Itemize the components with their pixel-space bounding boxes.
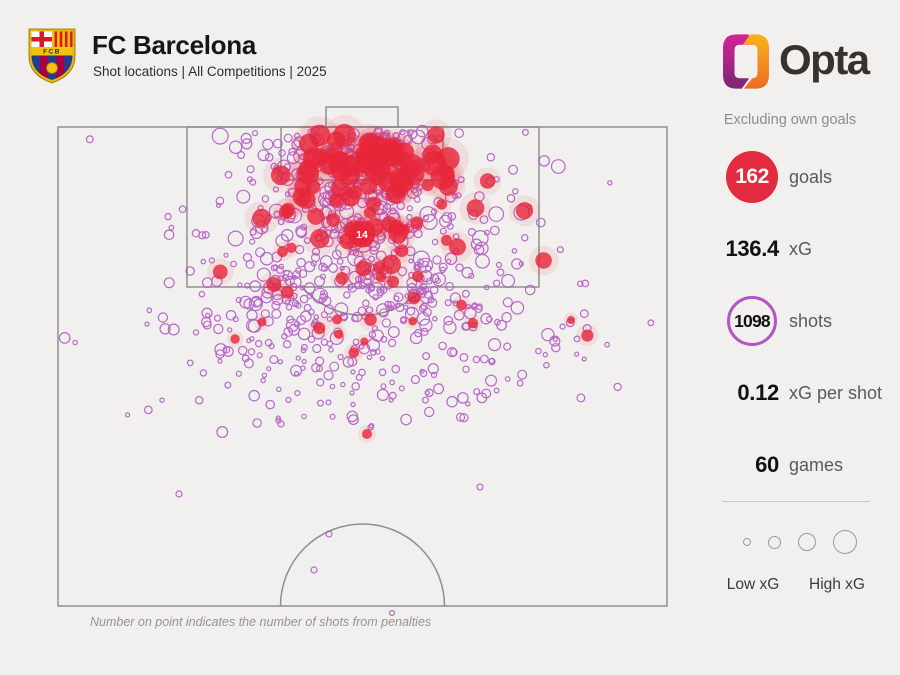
shots-label: shots — [789, 310, 833, 331]
xg-size-legend — [700, 528, 900, 556]
fc-barcelona-crest-logo: FCB — [28, 28, 76, 84]
penalty-count: 14 — [356, 229, 368, 241]
pitch-lines — [57, 106, 668, 607]
xg-per-shot-label: xG per shot — [789, 382, 883, 403]
excluding-own-goals-note: Excluding own goals — [723, 112, 857, 128]
stat-games: 60 games — [690, 450, 890, 480]
goal-frame — [325, 106, 399, 128]
xg-value: 136.4 — [725, 236, 779, 261]
legend-size-circle — [833, 530, 857, 554]
goals-layer — [212, 123, 594, 439]
opta-bracket-right — [742, 34, 769, 89]
stats-panel: Excluding own goals 162 goals 136.4 xG 1… — [690, 0, 890, 675]
games-label: games — [789, 454, 844, 475]
panel-divider — [722, 501, 870, 502]
shots-badge: 1098 — [727, 296, 777, 346]
goals-badge: 162 — [726, 151, 778, 203]
stat-shots: 1098 shots — [690, 296, 890, 346]
legend-size-circle — [743, 538, 751, 546]
games-value: 60 — [755, 452, 779, 477]
page-subtitle: Shot locations | All Competitions | 2025 — [93, 64, 327, 79]
legend-high-xg-label: High xG — [809, 576, 865, 593]
penalty-marker-dot — [348, 220, 376, 248]
stat-xg: 136.4 xG — [690, 234, 890, 264]
penalty-marker: 14 — [339, 211, 385, 257]
centre-circle — [279, 523, 446, 607]
page-title: FC Barcelona — [92, 30, 257, 60]
legend-size-circle — [798, 533, 816, 551]
xg-label: xG — [789, 238, 813, 259]
xg-per-shot-value: 0.12 — [737, 380, 779, 405]
crest-ball — [46, 62, 58, 74]
opta-bracket-left — [723, 34, 756, 89]
opta-wordmark: Opta — [779, 36, 870, 83]
legend-low-xg-label: Low xG — [726, 576, 780, 593]
crest-initials: FCB — [43, 49, 61, 56]
goals-label: goals — [789, 166, 833, 187]
legend-size-circle — [768, 535, 781, 549]
opta-logo-icon — [723, 34, 769, 89]
penalty-note: Number on point indicates the number of … — [90, 615, 432, 629]
stat-goals: 162 goals — [690, 151, 890, 203]
stat-xg-per-shot: 0.12 xG per shot — [690, 378, 890, 408]
